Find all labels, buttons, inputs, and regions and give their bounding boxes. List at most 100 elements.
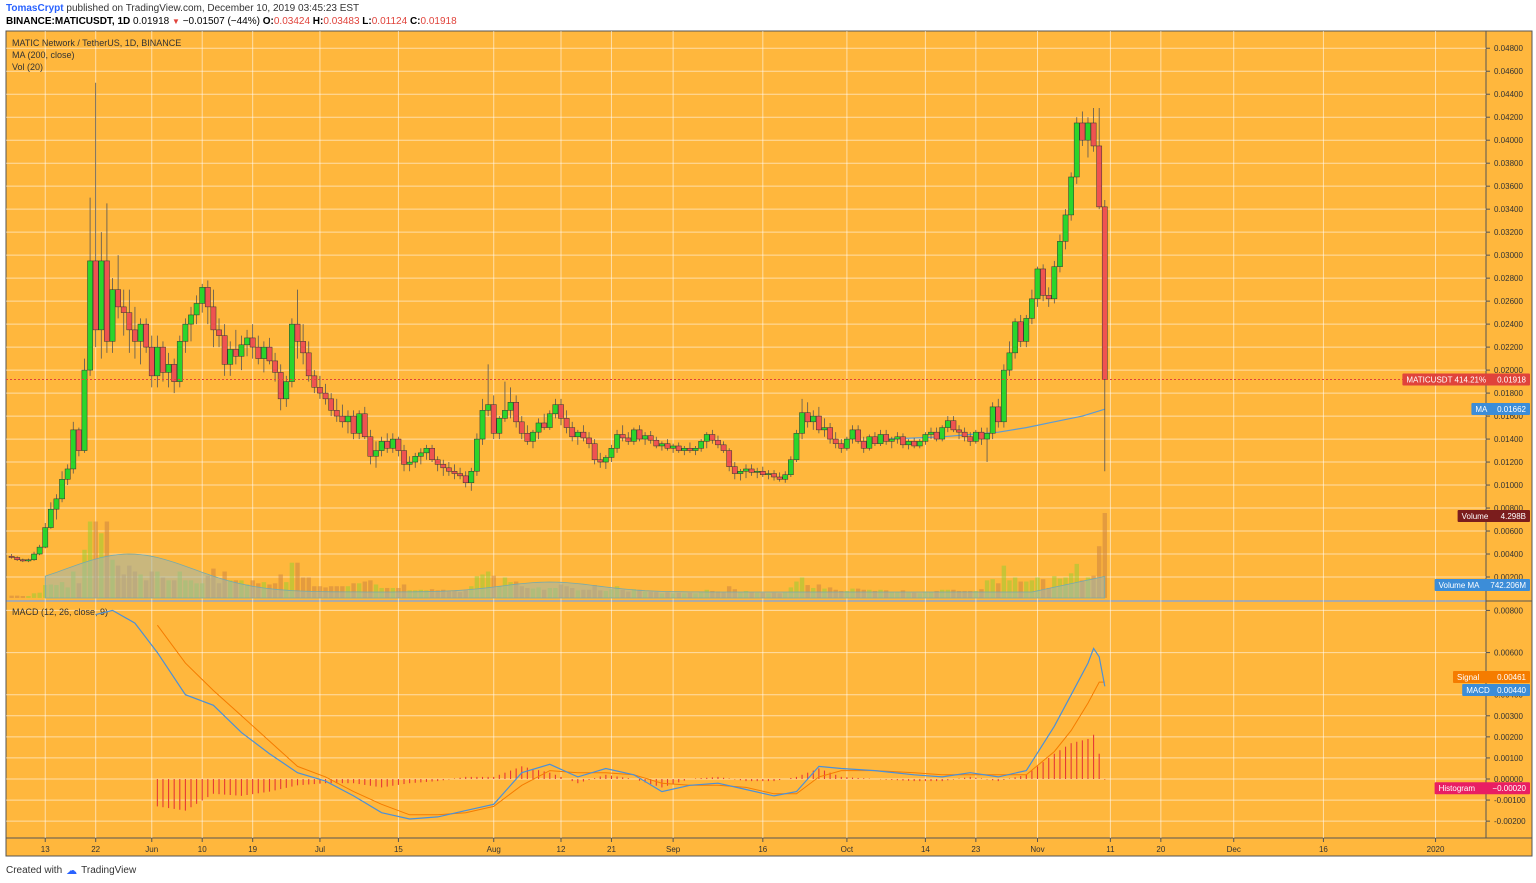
candle-down[interactable] bbox=[92, 82, 99, 348]
candle-down[interactable] bbox=[569, 421, 576, 442]
candle-up[interactable] bbox=[849, 425, 856, 444]
candle-down[interactable] bbox=[1101, 199, 1108, 472]
candle-up[interactable] bbox=[989, 402, 996, 440]
candle-up[interactable] bbox=[877, 429, 884, 446]
candle-up[interactable] bbox=[193, 295, 200, 325]
candle-up[interactable] bbox=[703, 432, 710, 449]
candle-up[interactable] bbox=[972, 429, 979, 444]
candle-down[interactable] bbox=[19, 558, 26, 563]
candle-down[interactable] bbox=[171, 358, 178, 394]
candle-down[interactable] bbox=[143, 318, 150, 353]
candle-up[interactable] bbox=[1057, 234, 1063, 273]
candle-up[interactable] bbox=[1034, 266, 1041, 307]
candle-up[interactable] bbox=[546, 410, 553, 430]
candle-down[interactable] bbox=[838, 439, 845, 453]
candle-up[interactable] bbox=[681, 445, 688, 456]
candle-up[interactable] bbox=[737, 468, 744, 481]
candle-down[interactable] bbox=[1040, 264, 1046, 302]
candle-up[interactable] bbox=[922, 432, 929, 445]
candle-down[interactable] bbox=[771, 470, 777, 481]
candle-down[interactable] bbox=[434, 456, 441, 472]
candle-up[interactable] bbox=[765, 470, 772, 480]
candle-down[interactable] bbox=[322, 383, 329, 405]
candle-up[interactable] bbox=[631, 427, 637, 445]
candle-up[interactable] bbox=[608, 444, 615, 463]
candle-down[interactable] bbox=[664, 439, 671, 451]
candle-up[interactable] bbox=[507, 387, 514, 419]
candle-up[interactable] bbox=[888, 436, 895, 449]
candle-down[interactable] bbox=[8, 554, 15, 559]
candle-down[interactable] bbox=[586, 432, 592, 449]
candle-down[interactable] bbox=[872, 432, 878, 446]
candle-down[interactable] bbox=[776, 472, 783, 482]
candle-up[interactable] bbox=[552, 398, 559, 419]
candle-up[interactable] bbox=[670, 443, 676, 453]
candle-down[interactable] bbox=[350, 410, 357, 440]
candle-down[interactable] bbox=[395, 436, 402, 457]
candle-up[interactable] bbox=[423, 444, 430, 460]
candle-down[interactable] bbox=[14, 556, 21, 561]
candle-down[interactable] bbox=[995, 398, 1002, 428]
candle-up[interactable] bbox=[417, 448, 424, 465]
candle-up[interactable] bbox=[944, 416, 951, 433]
candle-up[interactable] bbox=[535, 418, 542, 440]
candle-up[interactable] bbox=[165, 352, 172, 388]
candle-down[interactable] bbox=[210, 289, 217, 348]
candle-up[interactable] bbox=[1029, 289, 1035, 325]
candle-down[interactable] bbox=[961, 427, 968, 442]
candle-up[interactable] bbox=[1062, 209, 1069, 250]
candle-up[interactable] bbox=[283, 375, 290, 407]
candle-down[interactable] bbox=[204, 280, 211, 325]
candle-up[interactable] bbox=[47, 502, 54, 529]
candle-down[interactable] bbox=[401, 444, 407, 472]
candle-down[interactable] bbox=[580, 425, 587, 442]
candle-up[interactable] bbox=[154, 335, 161, 388]
candle-up[interactable] bbox=[70, 421, 77, 474]
candle-down[interactable] bbox=[731, 462, 738, 480]
candle-up[interactable] bbox=[176, 335, 183, 388]
candle-up[interactable] bbox=[468, 467, 475, 491]
candle-down[interactable] bbox=[266, 337, 273, 365]
candle-up[interactable] bbox=[199, 283, 206, 313]
candle-down[interactable] bbox=[1045, 287, 1052, 307]
candle-down[interactable] bbox=[518, 416, 525, 440]
candle-down[interactable] bbox=[967, 432, 974, 446]
candle-up[interactable] bbox=[496, 416, 503, 440]
candle-down[interactable] bbox=[300, 324, 306, 365]
candle-up[interactable] bbox=[59, 471, 65, 503]
candle-up[interactable] bbox=[479, 398, 486, 445]
candle-up[interactable] bbox=[754, 467, 761, 479]
candle-down[interactable] bbox=[277, 364, 284, 411]
candle-up[interactable] bbox=[389, 433, 396, 453]
candle-down[interactable] bbox=[384, 433, 391, 453]
candle-down[interactable] bbox=[748, 464, 755, 476]
candle-up[interactable] bbox=[1068, 172, 1075, 221]
candle-down[interactable] bbox=[832, 432, 839, 449]
candle-up[interactable] bbox=[659, 441, 665, 451]
candle-up[interactable] bbox=[894, 432, 901, 444]
candle-up[interactable] bbox=[905, 439, 912, 450]
price-pane[interactable] bbox=[6, 31, 1486, 600]
candle-down[interactable] bbox=[148, 335, 155, 388]
candle-down[interactable] bbox=[636, 425, 643, 442]
candle-down[interactable] bbox=[978, 427, 985, 445]
candle-down[interactable] bbox=[457, 467, 463, 480]
candle-up[interactable] bbox=[289, 318, 295, 388]
candle-down[interactable] bbox=[804, 402, 811, 428]
candle-down[interactable] bbox=[462, 471, 469, 488]
candle-up[interactable] bbox=[810, 410, 817, 430]
candle-up[interactable] bbox=[984, 427, 990, 463]
candle-down[interactable] bbox=[647, 431, 654, 444]
candle-down[interactable] bbox=[675, 442, 682, 453]
candle-up[interactable] bbox=[188, 306, 194, 342]
candle-down[interactable] bbox=[933, 427, 940, 442]
candle-up[interactable] bbox=[614, 429, 620, 453]
candle-up[interactable] bbox=[844, 436, 850, 451]
candle-down[interactable] bbox=[126, 289, 133, 353]
candle-up[interactable] bbox=[787, 456, 794, 478]
candle-down[interactable] bbox=[855, 425, 861, 444]
candle-up[interactable] bbox=[530, 429, 536, 449]
candle-down[interactable] bbox=[513, 395, 520, 428]
candle-down[interactable] bbox=[339, 404, 346, 428]
